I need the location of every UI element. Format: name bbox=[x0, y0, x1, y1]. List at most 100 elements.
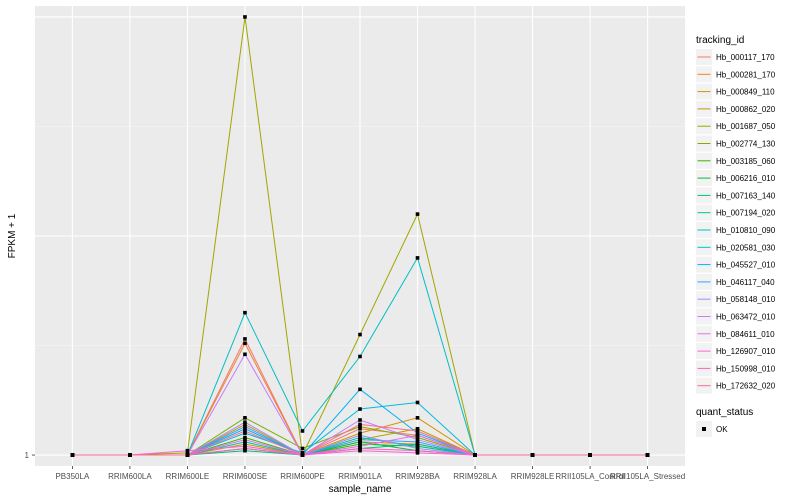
data-point bbox=[415, 451, 420, 455]
data-point bbox=[415, 442, 420, 446]
data-point bbox=[243, 352, 247, 357]
data-point bbox=[185, 448, 190, 453]
x-tick-label: RRIM600SE bbox=[223, 472, 267, 481]
legend-label: Hb_001687_050 bbox=[716, 122, 776, 131]
data-point bbox=[243, 435, 247, 440]
data-point bbox=[128, 453, 132, 457]
data-point bbox=[415, 256, 420, 260]
data-point bbox=[243, 426, 247, 431]
data-point bbox=[415, 212, 420, 216]
legend-title: tracking_id bbox=[696, 35, 744, 46]
data-point bbox=[243, 310, 247, 315]
x-tick-label: RRIM928BA bbox=[395, 472, 440, 481]
data-point bbox=[358, 435, 362, 440]
legend-label: Hb_000849_110 bbox=[716, 88, 775, 97]
data-point bbox=[415, 416, 420, 420]
data-point bbox=[415, 437, 420, 442]
data-point bbox=[358, 433, 362, 438]
x-axis-ticks: PB350LA RRIM600LA RRIM600LE RRIM600SE RRIM60… bbox=[55, 466, 685, 481]
data-point bbox=[300, 453, 305, 457]
data-point bbox=[185, 451, 190, 455]
data-point bbox=[243, 440, 247, 444]
data-point bbox=[358, 446, 362, 451]
legend-label: Hb_003185_060 bbox=[716, 157, 776, 166]
y-axis-title: FPKM + 1 bbox=[7, 213, 18, 258]
data-point bbox=[530, 453, 535, 457]
data-point bbox=[300, 429, 305, 433]
data-point bbox=[588, 453, 592, 457]
data-point bbox=[358, 424, 362, 429]
x-axis-title: sample_name bbox=[329, 484, 392, 495]
x-tick-label: RRII105LA_Control bbox=[555, 472, 625, 481]
x-tick-label: RRIM600LE bbox=[166, 472, 210, 481]
data-point bbox=[300, 446, 305, 451]
legend-label: Hb_000281_170 bbox=[716, 70, 776, 79]
data-point bbox=[300, 451, 305, 455]
data-point bbox=[243, 337, 247, 341]
data-point bbox=[415, 433, 420, 438]
data-point bbox=[243, 416, 247, 420]
data-point bbox=[243, 437, 247, 442]
legend-label: Hb_000862_020 bbox=[716, 105, 776, 114]
data-point bbox=[243, 442, 247, 446]
legend: tracking_id Hb_000117_170 Hb_000281_170 Hb… bbox=[696, 35, 776, 437]
data-point bbox=[358, 431, 362, 435]
data-point bbox=[243, 446, 247, 451]
x-tick-label: RRIM600LA bbox=[108, 472, 152, 481]
data-point bbox=[358, 407, 362, 411]
x-tick-label: RRIM928LA bbox=[453, 472, 497, 481]
data-point bbox=[70, 453, 75, 457]
legend-label: Hb_084611_010 bbox=[716, 330, 775, 339]
data-point bbox=[415, 429, 420, 433]
legend-label: Hb_126907_010 bbox=[716, 347, 776, 356]
data-point bbox=[358, 426, 362, 431]
quant-status-title: quant_status bbox=[696, 407, 753, 418]
data-point bbox=[243, 429, 247, 433]
data-points bbox=[70, 15, 650, 457]
x-tick-label: RRIM901LA bbox=[338, 472, 382, 481]
legend-label: Hb_000117_170 bbox=[716, 53, 775, 62]
data-point bbox=[415, 426, 420, 431]
data-point bbox=[185, 453, 190, 457]
data-point bbox=[358, 448, 362, 453]
x-tick-label: PB350LA bbox=[55, 472, 89, 481]
data-point bbox=[243, 15, 247, 19]
x-tick-label: RRIM928LE bbox=[511, 472, 555, 481]
data-point bbox=[358, 440, 362, 444]
data-point bbox=[358, 387, 362, 392]
legend-label: Hb_046117_040 bbox=[716, 278, 775, 287]
data-point bbox=[243, 424, 247, 429]
data-point bbox=[243, 448, 247, 453]
legend-label: Hb_045527_010 bbox=[716, 261, 776, 270]
legend-label: Hb_172632_020 bbox=[716, 382, 776, 391]
data-point bbox=[358, 418, 362, 422]
x-tick-label: RRIM600PE bbox=[280, 472, 324, 481]
legend-label: Hb_007163_140 bbox=[716, 191, 776, 200]
y-tick-label: 1 bbox=[25, 451, 30, 460]
data-point bbox=[358, 332, 362, 337]
data-point bbox=[243, 444, 247, 449]
y-axis-ticks: 1 bbox=[25, 451, 35, 460]
data-point bbox=[243, 341, 247, 346]
data-point bbox=[415, 444, 420, 449]
data-point bbox=[415, 431, 420, 435]
data-point bbox=[415, 446, 420, 451]
legend-label: Hb_006216_010 bbox=[716, 174, 776, 183]
quant-status-marker bbox=[702, 427, 706, 431]
data-point bbox=[645, 453, 650, 457]
gridlines bbox=[35, 6, 685, 466]
data-point bbox=[358, 422, 362, 427]
data-point bbox=[358, 442, 362, 446]
data-point bbox=[415, 440, 420, 444]
legend-label: Hb_010810_090 bbox=[716, 226, 776, 235]
data-point bbox=[415, 448, 420, 453]
data-point bbox=[243, 422, 247, 427]
legend-label: Hb_150998_010 bbox=[716, 364, 776, 373]
data-point bbox=[358, 354, 362, 359]
data-point bbox=[243, 420, 247, 424]
data-point bbox=[415, 435, 420, 440]
data-point bbox=[243, 431, 247, 435]
legend-label: Hb_058148_010 bbox=[716, 295, 776, 304]
data-point bbox=[415, 400, 420, 405]
legend-label: Hb_007194_020 bbox=[716, 209, 776, 218]
